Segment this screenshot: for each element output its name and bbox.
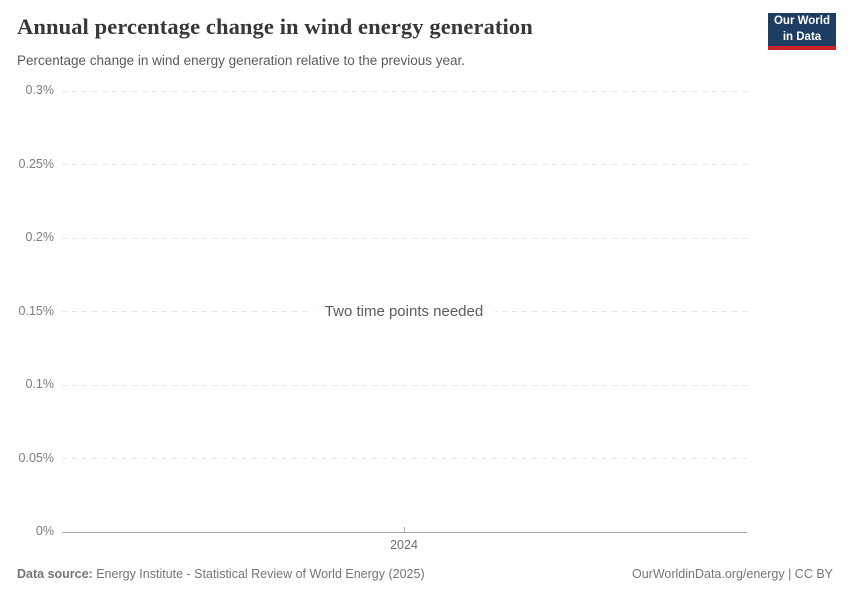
owid-logo-line2: in Data <box>782 30 822 43</box>
y-axis-tick-label: 0.25% <box>18 156 54 171</box>
x-axis-tick <box>404 527 405 532</box>
x-axis-tick-label: 2024 <box>390 538 418 552</box>
gridline <box>62 384 747 386</box>
data-source-label: Data source: <box>17 567 93 581</box>
chart-title: Annual percentage change in wind energy … <box>17 14 533 39</box>
y-axis-tick-label: 0.3% <box>25 83 55 97</box>
y-axis-tick-label: 0.05% <box>18 450 54 465</box>
y-axis-tick-label: 0.1% <box>25 377 55 391</box>
y-axis-tick-label: 0.15% <box>18 303 54 318</box>
gridline <box>62 237 747 239</box>
chart-subtitle: Percentage change in wind energy generat… <box>17 53 466 68</box>
gridline <box>62 164 747 165</box>
empty-state-message: Two time points needed <box>312 300 496 323</box>
x-axis-line <box>62 531 747 533</box>
data-source: Data source: Energy Institute - Statisti… <box>17 567 425 581</box>
gridline <box>62 458 747 459</box>
y-axis-tick-label: 0% <box>35 524 54 538</box>
owid-logo-line1: Our World <box>773 15 830 28</box>
y-axis-tick-label: 0.2% <box>25 230 55 244</box>
chart-footer: Data source: Energy Institute - Statisti… <box>17 567 833 581</box>
gridline <box>62 90 747 92</box>
credit-link[interactable]: OurWorldinData.org/energy | CC BY <box>631 567 833 581</box>
owid-logo[interactable]: Our World in Data <box>768 13 836 50</box>
data-source-text: Energy Institute - Statistical Review of… <box>96 567 425 581</box>
